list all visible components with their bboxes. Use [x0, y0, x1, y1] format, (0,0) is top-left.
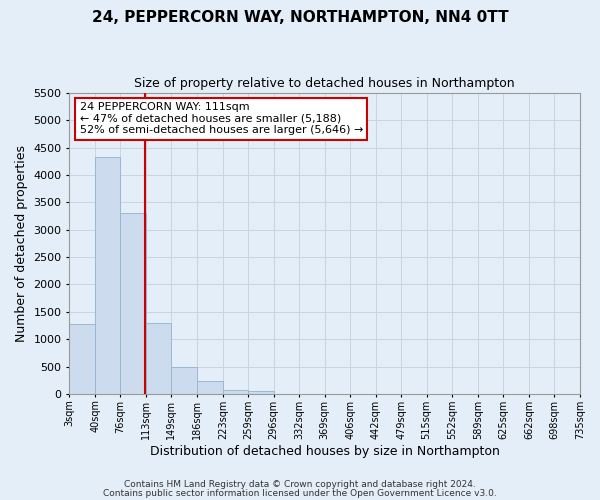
Text: Contains HM Land Registry data © Crown copyright and database right 2024.: Contains HM Land Registry data © Crown c…: [124, 480, 476, 489]
Bar: [146, 324, 171, 394]
Bar: [197, 381, 223, 394]
Text: 24 PEPPERCORN WAY: 111sqm
← 47% of detached houses are smaller (5,188)
52% of se: 24 PEPPERCORN WAY: 111sqm ← 47% of detac…: [80, 102, 363, 136]
Text: 24, PEPPERCORN WAY, NORTHAMPTON, NN4 0TT: 24, PEPPERCORN WAY, NORTHAMPTON, NN4 0TT: [92, 10, 508, 25]
Text: Contains public sector information licensed under the Open Government Licence v3: Contains public sector information licen…: [103, 488, 497, 498]
Title: Size of property relative to detached houses in Northampton: Size of property relative to detached ho…: [134, 78, 515, 90]
Bar: [248, 391, 274, 394]
Bar: [171, 367, 197, 394]
Bar: [120, 214, 146, 394]
Bar: [223, 390, 248, 394]
Y-axis label: Number of detached properties: Number of detached properties: [15, 145, 28, 342]
Bar: [70, 324, 95, 394]
X-axis label: Distribution of detached houses by size in Northampton: Distribution of detached houses by size …: [150, 444, 500, 458]
Bar: [95, 157, 120, 394]
